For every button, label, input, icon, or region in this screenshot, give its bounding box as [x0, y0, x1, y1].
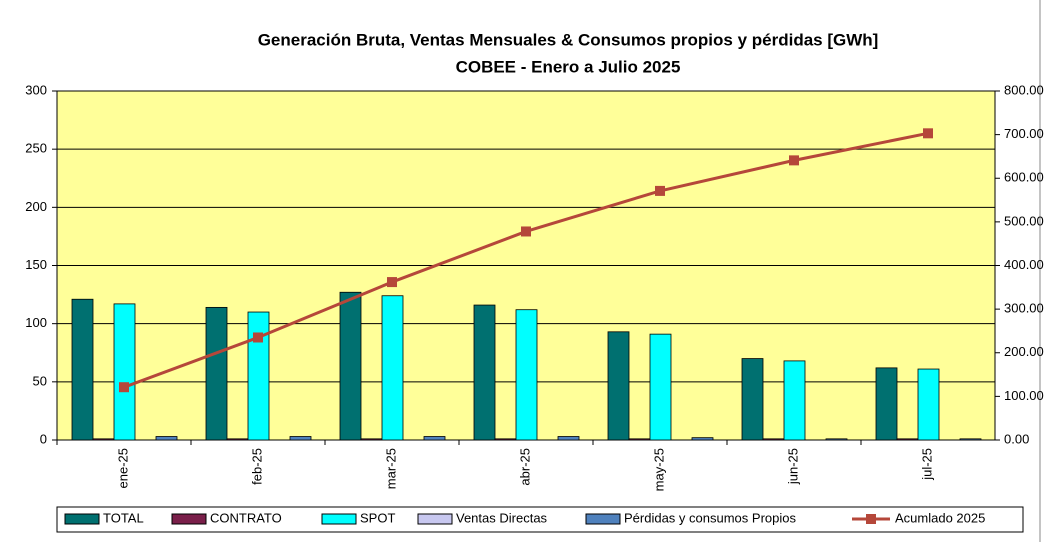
line-marker	[923, 128, 933, 139]
y2-tick-label: 300.00	[1004, 301, 1044, 316]
bar	[360, 438, 383, 441]
bar	[649, 333, 672, 441]
y-tick-label: 250	[25, 141, 47, 156]
bar	[113, 303, 136, 441]
x-tick-label: jul-25	[919, 448, 934, 481]
bar	[247, 311, 270, 441]
legend-swatch	[417, 513, 453, 525]
chart-title: Generación Bruta, Ventas Mensuales & Con…	[258, 30, 879, 49]
legend-label: Acumlado 2025	[895, 510, 985, 525]
x-tick-label: jun-25	[785, 448, 800, 485]
bar	[71, 298, 94, 441]
bar	[762, 438, 785, 441]
bar	[557, 436, 580, 441]
bar	[92, 438, 115, 441]
y-tick-label: 0	[40, 431, 47, 446]
bar	[607, 331, 630, 441]
line-marker	[387, 277, 397, 288]
line-marker	[789, 155, 799, 166]
bar	[494, 438, 517, 441]
y2-tick-label: 400.00	[1004, 257, 1044, 272]
legend-swatch	[321, 513, 357, 525]
legend-swatch	[64, 513, 100, 525]
legend-marker	[866, 514, 876, 524]
bar	[959, 438, 982, 441]
bar	[896, 438, 919, 441]
legend-swatch	[171, 513, 207, 525]
legend-label: Ventas Directas	[456, 510, 548, 525]
y2-tick-label: 0.00	[1004, 431, 1029, 446]
y2-tick-label: 700.00	[1004, 126, 1044, 141]
bar	[783, 360, 806, 441]
line-marker	[253, 332, 263, 343]
y2-tick-label: 800.00	[1004, 82, 1044, 97]
bar	[423, 436, 446, 441]
x-tick-label: ene-25	[115, 448, 130, 488]
x-tick-label: may-25	[651, 448, 666, 491]
y2-tick-label: 500.00	[1004, 213, 1044, 228]
y-tick-label: 50	[33, 373, 47, 388]
y2-tick-label: 600.00	[1004, 170, 1044, 185]
y2-tick-label: 100.00	[1004, 388, 1044, 403]
legend-label: Pérdidas y consumos Propios	[624, 510, 796, 525]
y-tick-label: 100	[25, 315, 47, 330]
x-tick-label: feb-25	[249, 448, 264, 485]
bar	[515, 309, 538, 441]
legend-label: CONTRATO	[210, 510, 282, 525]
bar	[917, 368, 940, 441]
line-marker	[655, 185, 665, 196]
y-tick-label: 150	[25, 257, 47, 272]
y2-tick-label: 200.00	[1004, 344, 1044, 359]
y-tick-label: 300	[25, 82, 47, 97]
bar	[741, 358, 764, 441]
bar	[226, 438, 249, 441]
bar	[628, 438, 651, 441]
chart-subtitle: COBEE - Enero a Julio 2025	[456, 57, 681, 76]
bar	[289, 436, 312, 441]
bar	[381, 295, 404, 441]
legend-label: TOTAL	[103, 510, 144, 525]
bar	[339, 291, 362, 441]
bar	[473, 304, 496, 441]
bar	[875, 367, 898, 441]
line-marker	[119, 382, 129, 393]
y-tick-label: 200	[25, 199, 47, 214]
bar	[825, 438, 848, 441]
bar	[155, 436, 178, 441]
line-marker	[521, 226, 531, 237]
bar	[691, 437, 714, 441]
legend-swatch	[585, 513, 621, 525]
legend-label: SPOT	[360, 510, 395, 525]
x-tick-label: abr-25	[517, 448, 532, 486]
x-tick-label: mar-25	[383, 448, 398, 489]
bar	[205, 306, 228, 441]
